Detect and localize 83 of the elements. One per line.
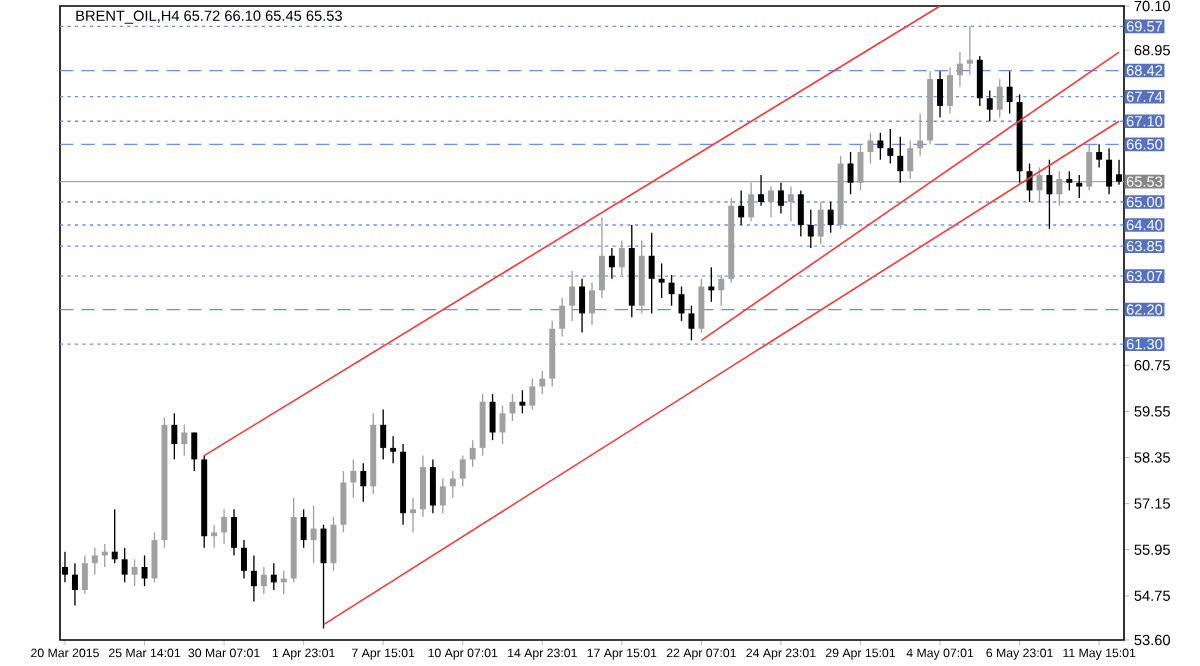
candlestick	[956, 51, 963, 88]
candlestick	[787, 185, 794, 222]
candlestick	[867, 132, 874, 165]
candlestick	[479, 393, 486, 457]
candlestick	[300, 508, 307, 549]
candlestick	[469, 439, 476, 468]
candlestick	[569, 270, 576, 322]
candlestick	[529, 378, 536, 411]
candlestick	[519, 389, 526, 414]
candlestick	[996, 78, 1003, 119]
candlestick	[758, 174, 765, 207]
candlestick	[390, 435, 397, 464]
candlestick	[947, 66, 953, 115]
candlestick	[260, 566, 267, 595]
candlestick	[718, 274, 725, 307]
candlestick	[240, 539, 247, 580]
candlestick	[1026, 162, 1033, 203]
candlestick	[111, 508, 118, 564]
candlestick	[489, 393, 496, 441]
candlestick	[976, 55, 983, 107]
candlestick	[937, 70, 944, 119]
candlestick	[121, 547, 128, 584]
candlestick	[509, 393, 516, 422]
candlestick	[897, 135, 904, 184]
candlestick	[410, 497, 416, 534]
candlestick	[320, 524, 327, 630]
candlestick	[1076, 174, 1083, 199]
candlestick	[1106, 147, 1113, 195]
candlestick	[966, 25, 973, 76]
candlestick	[141, 554, 148, 587]
candlestick	[250, 554, 257, 603]
candlestick	[171, 412, 178, 461]
candlestick	[797, 189, 804, 238]
candlestick	[419, 454, 426, 518]
candlestick	[211, 524, 218, 549]
candlestick	[1046, 159, 1053, 230]
candlestick	[986, 89, 993, 122]
candlestick	[877, 132, 884, 161]
candlestick	[589, 281, 595, 326]
candlestick	[807, 208, 814, 249]
candlestick	[887, 128, 894, 165]
candlestick	[1066, 170, 1073, 192]
candlestick	[449, 470, 456, 499]
candlestick	[827, 201, 834, 234]
candlestick	[738, 189, 745, 226]
candlestick	[181, 424, 188, 457]
candlestick	[131, 558, 138, 587]
candlestick	[648, 232, 655, 315]
candlestick	[1096, 143, 1103, 169]
candlestick	[688, 305, 695, 341]
candlestick	[270, 562, 277, 591]
candlestick	[539, 370, 546, 395]
candlestick	[380, 408, 387, 461]
candlestick	[698, 278, 705, 334]
candlestick	[658, 262, 665, 299]
candlestick	[71, 562, 78, 607]
candlestick	[91, 547, 98, 576]
candlestick	[151, 531, 158, 584]
candlestick	[598, 216, 605, 299]
candlestick	[1006, 70, 1013, 115]
candlestick	[608, 247, 615, 280]
candlestick	[847, 151, 854, 195]
candlestick	[310, 504, 317, 564]
candlestick	[459, 454, 466, 487]
candlestick	[81, 554, 88, 595]
candlestick	[221, 508, 228, 545]
candlestick	[330, 516, 337, 572]
candlestick	[777, 182, 784, 215]
candlestick	[429, 458, 436, 514]
candlestick	[559, 297, 566, 338]
candlestick	[579, 278, 586, 334]
candlestick	[231, 508, 237, 557]
candlestick	[350, 458, 357, 499]
candlestick	[191, 431, 198, 472]
candlestick	[668, 274, 675, 307]
candlestick	[618, 239, 625, 276]
candlestick	[768, 185, 774, 218]
candlestick	[360, 462, 367, 503]
candlestick	[917, 112, 924, 157]
candlestick	[708, 266, 715, 303]
candlestick	[439, 477, 446, 514]
candlestick	[340, 470, 347, 534]
candlestick	[817, 201, 824, 245]
